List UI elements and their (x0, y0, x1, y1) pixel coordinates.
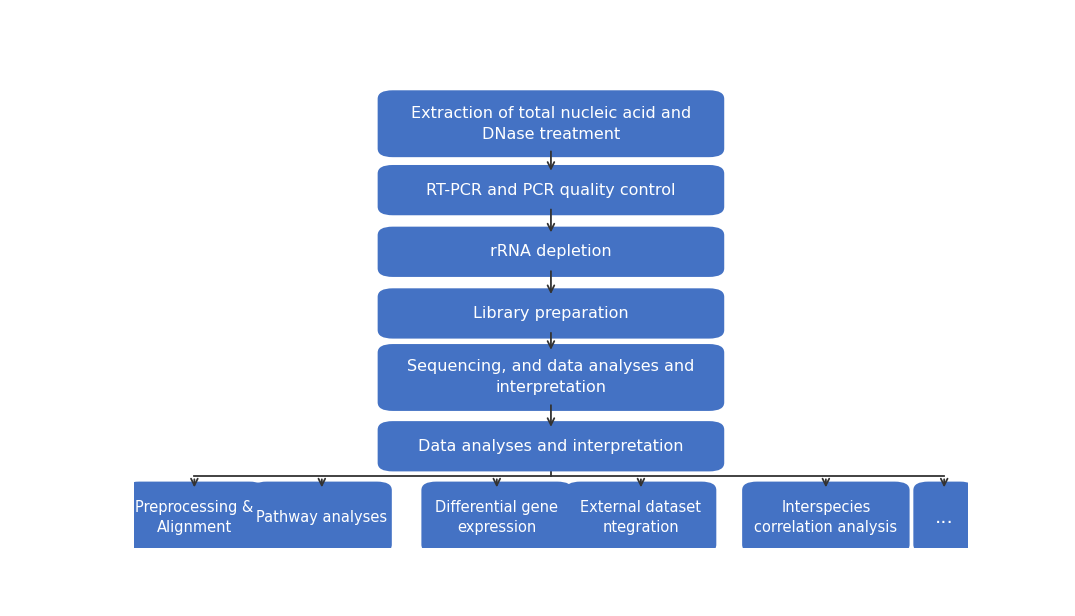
Text: Data analyses and interpretation: Data analyses and interpretation (418, 439, 684, 454)
FancyBboxPatch shape (565, 482, 716, 553)
Text: Library preparation: Library preparation (473, 306, 629, 321)
FancyBboxPatch shape (914, 482, 975, 553)
FancyBboxPatch shape (377, 165, 725, 215)
FancyBboxPatch shape (421, 482, 572, 553)
Text: rRNA depletion: rRNA depletion (490, 245, 612, 259)
FancyBboxPatch shape (377, 344, 725, 411)
Text: External dataset
ntegration: External dataset ntegration (580, 500, 701, 535)
Text: Preprocessing &
Alignment: Preprocessing & Alignment (135, 500, 254, 535)
FancyBboxPatch shape (252, 482, 391, 553)
FancyBboxPatch shape (125, 482, 264, 553)
Text: Differential gene
expression: Differential gene expression (435, 500, 558, 535)
FancyBboxPatch shape (377, 91, 725, 157)
Text: RT-PCR and PCR quality control: RT-PCR and PCR quality control (426, 182, 676, 198)
FancyBboxPatch shape (377, 421, 725, 471)
Text: Pathway analyses: Pathway analyses (256, 510, 387, 525)
Text: Extraction of total nucleic acid and
DNase treatment: Extraction of total nucleic acid and DNa… (411, 106, 691, 142)
Text: Sequencing, and data analyses and
interpretation: Sequencing, and data analyses and interp… (407, 360, 694, 395)
FancyBboxPatch shape (377, 227, 725, 277)
FancyBboxPatch shape (742, 482, 909, 553)
FancyBboxPatch shape (377, 288, 725, 339)
Text: Interspecies
correlation analysis: Interspecies correlation analysis (755, 500, 898, 535)
Text: ...: ... (935, 508, 954, 527)
